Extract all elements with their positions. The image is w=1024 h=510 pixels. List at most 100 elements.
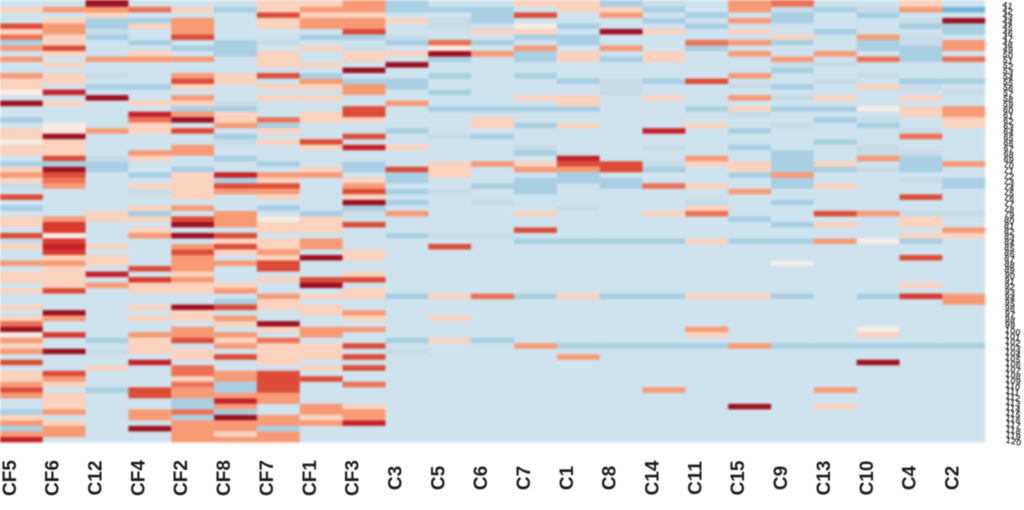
svg-text:100: 100	[1004, 324, 1022, 337]
svg-text:65: 65	[1003, 131, 1015, 143]
svg-text:101: 101	[1004, 330, 1022, 343]
svg-text:120: 120	[1005, 435, 1023, 448]
svg-text:89: 89	[1004, 264, 1016, 276]
svg-text:53: 53	[1002, 65, 1014, 77]
svg-text:69: 69	[1003, 153, 1015, 165]
svg-text:95: 95	[1004, 297, 1016, 309]
svg-text:CF8: CF8	[214, 460, 235, 496]
svg-text:107: 107	[1004, 363, 1022, 376]
svg-text:111: 111	[1005, 385, 1021, 398]
svg-text:C1: C1	[557, 465, 578, 490]
svg-text:49: 49	[1002, 43, 1014, 55]
svg-text:C14: C14	[643, 460, 664, 495]
svg-text:C8: C8	[600, 466, 621, 490]
svg-text:102: 102	[1004, 335, 1022, 348]
svg-text:103: 103	[1004, 341, 1022, 354]
svg-text:115: 115	[1005, 407, 1022, 420]
svg-text:119: 119	[1005, 429, 1022, 442]
svg-text:47: 47	[1002, 32, 1014, 44]
svg-text:71: 71	[1003, 164, 1015, 176]
svg-text:96: 96	[1004, 302, 1016, 314]
svg-text:78: 78	[1003, 203, 1015, 215]
svg-text:91: 91	[1004, 275, 1016, 287]
svg-text:72: 72	[1003, 170, 1015, 182]
svg-text:56: 56	[1002, 82, 1014, 94]
svg-text:C3: C3	[386, 466, 407, 490]
svg-text:70: 70	[1003, 159, 1015, 171]
svg-text:75: 75	[1003, 187, 1015, 199]
svg-text:CF2: CF2	[171, 460, 192, 496]
svg-text:66: 66	[1003, 137, 1015, 149]
svg-text:CF5: CF5	[0, 460, 21, 496]
svg-text:61: 61	[1002, 109, 1014, 121]
svg-text:63: 63	[1003, 120, 1015, 132]
svg-text:52: 52	[1002, 60, 1014, 72]
svg-text:CF1: CF1	[300, 460, 321, 496]
svg-text:90: 90	[1004, 269, 1016, 281]
svg-text:CF4: CF4	[128, 460, 149, 496]
svg-text:51: 51	[1002, 54, 1014, 66]
svg-text:67: 67	[1003, 142, 1015, 154]
svg-text:113: 113	[1005, 396, 1022, 409]
svg-text:CF6: CF6	[43, 460, 64, 496]
svg-text:82: 82	[1003, 225, 1015, 237]
svg-text:44: 44	[1002, 16, 1014, 28]
svg-text:C2: C2	[943, 466, 964, 490]
svg-text:42: 42	[1002, 5, 1014, 17]
svg-text:76: 76	[1003, 192, 1015, 204]
svg-text:45: 45	[1002, 21, 1014, 33]
svg-text:118: 118	[1005, 424, 1022, 437]
svg-text:C4: C4	[900, 465, 921, 490]
svg-text:83: 83	[1003, 231, 1015, 243]
svg-text:80: 80	[1003, 214, 1015, 226]
svg-text:104: 104	[1004, 346, 1022, 359]
svg-text:87: 87	[1004, 253, 1016, 265]
svg-text:81: 81	[1003, 220, 1015, 232]
svg-text:74: 74	[1003, 181, 1015, 193]
svg-text:106: 106	[1004, 357, 1022, 370]
svg-text:54: 54	[1002, 71, 1014, 83]
svg-text:108: 108	[1005, 368, 1023, 381]
svg-text:93: 93	[1004, 286, 1016, 298]
svg-text:114: 114	[1005, 402, 1022, 415]
svg-text:C6: C6	[471, 466, 492, 490]
svg-text:C11: C11	[685, 461, 706, 495]
svg-text:64: 64	[1003, 126, 1015, 138]
svg-text:92: 92	[1004, 280, 1016, 292]
svg-text:57: 57	[1002, 87, 1014, 99]
svg-text:41: 41	[1002, 0, 1014, 11]
svg-text:77: 77	[1003, 198, 1015, 210]
svg-text:62: 62	[1002, 115, 1014, 127]
svg-text:79: 79	[1003, 209, 1015, 221]
svg-text:99: 99	[1004, 319, 1016, 331]
svg-text:112: 112	[1005, 391, 1022, 404]
svg-text:CF3: CF3	[343, 460, 364, 496]
svg-text:C12: C12	[86, 461, 107, 496]
svg-text:97: 97	[1004, 308, 1016, 320]
svg-text:73: 73	[1003, 176, 1015, 188]
svg-text:43: 43	[1002, 10, 1014, 22]
svg-text:C10: C10	[857, 461, 878, 496]
svg-text:C7: C7	[514, 466, 535, 490]
svg-text:59: 59	[1002, 98, 1014, 110]
svg-text:55: 55	[1002, 76, 1014, 88]
svg-text:CF7: CF7	[257, 460, 278, 496]
svg-text:117: 117	[1005, 418, 1022, 431]
svg-text:110: 110	[1005, 379, 1022, 392]
svg-text:98: 98	[1004, 313, 1016, 325]
svg-text:C15: C15	[728, 460, 749, 495]
svg-text:C9: C9	[771, 466, 792, 490]
svg-text:58: 58	[1002, 93, 1014, 105]
svg-text:50: 50	[1002, 49, 1014, 61]
svg-text:105: 105	[1004, 352, 1022, 365]
svg-text:94: 94	[1004, 291, 1016, 303]
svg-text:85: 85	[1003, 242, 1015, 254]
svg-text:86: 86	[1004, 247, 1016, 259]
svg-text:C5: C5	[428, 465, 449, 490]
svg-text:88: 88	[1004, 258, 1016, 270]
svg-text:109: 109	[1005, 374, 1023, 387]
svg-text:60: 60	[1002, 104, 1014, 116]
svg-text:C13: C13	[814, 461, 835, 496]
svg-text:68: 68	[1003, 148, 1015, 160]
svg-text:116: 116	[1005, 413, 1022, 426]
